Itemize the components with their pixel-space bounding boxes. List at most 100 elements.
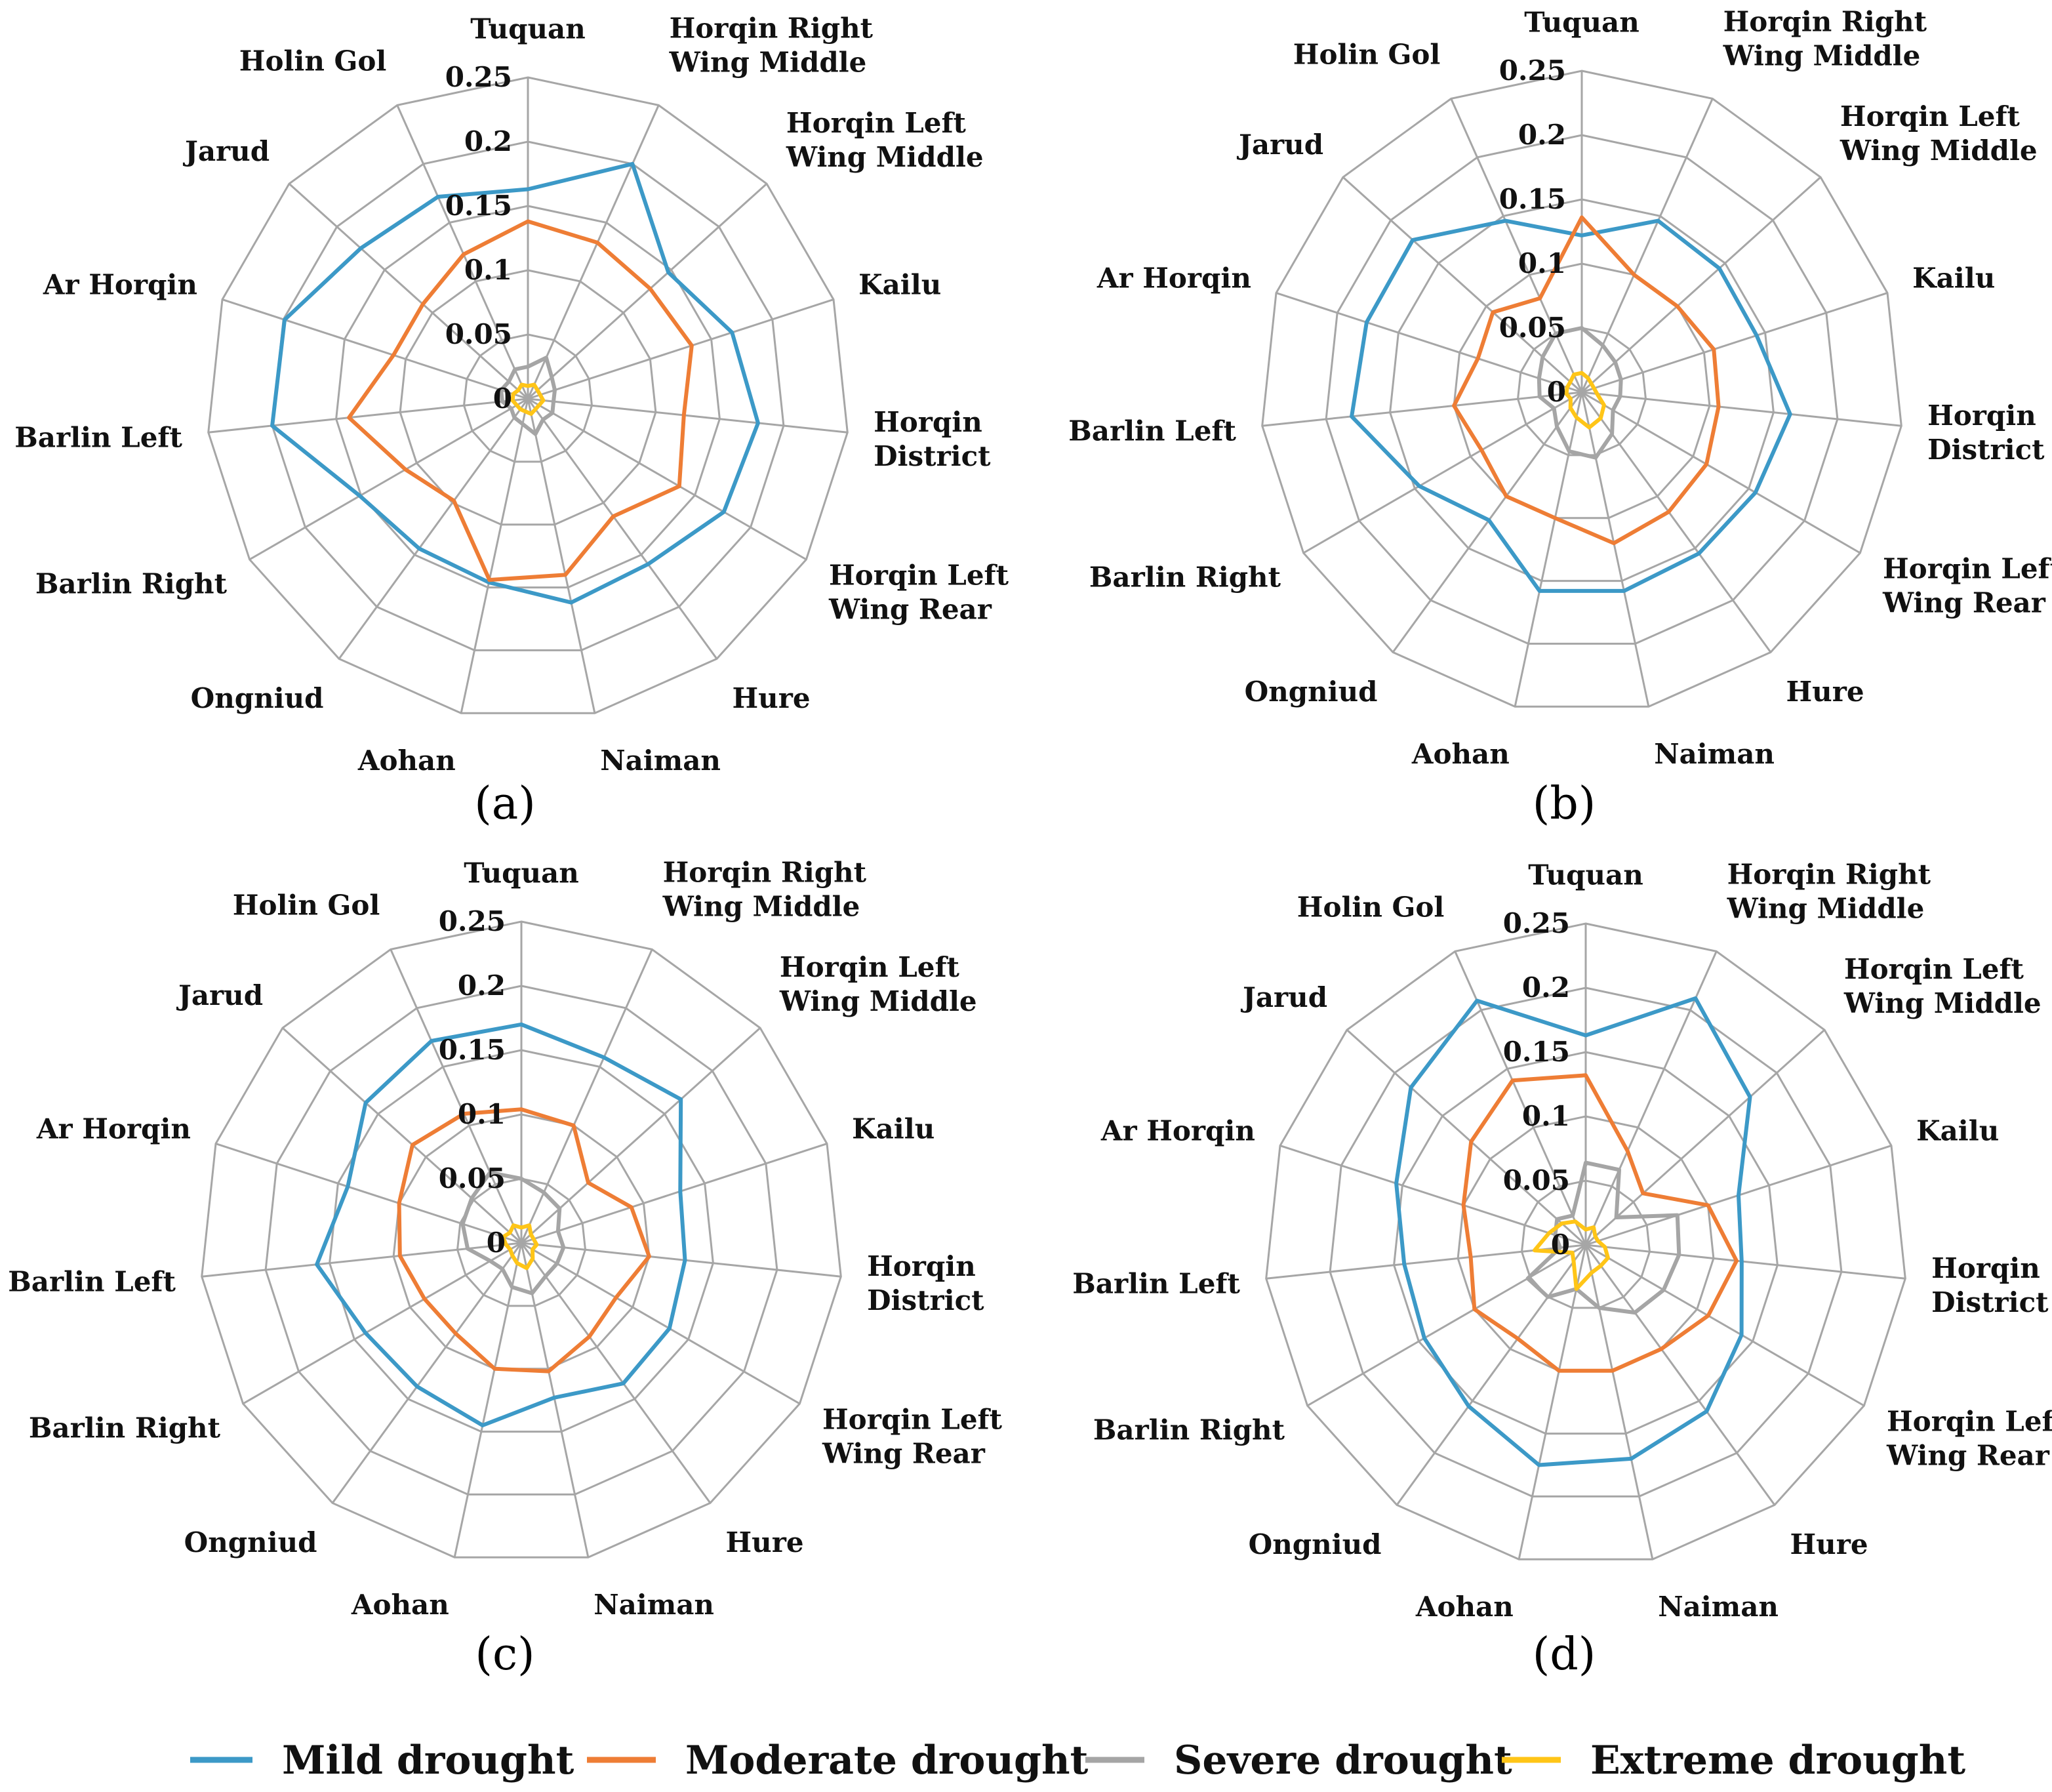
category-label-ar-horqin: Ar Horqin	[1100, 1114, 1255, 1147]
category-label-horqin-district: Horqin District	[1927, 399, 2045, 466]
grid-spoke	[527, 397, 848, 434]
grid-ring	[201, 920, 842, 1558]
grid-spoke	[331, 1242, 523, 1504]
grid-ring	[207, 76, 849, 714]
grid-ring	[271, 140, 785, 651]
grid-spoke	[1584, 1244, 1776, 1506]
legend-label: Severe drought	[1174, 1738, 1512, 1783]
grid-spoke	[1450, 98, 1583, 393]
r-tick-label: 0.15	[445, 190, 512, 222]
category-label-horqin-right-wing-middle: Horqin Right Wing Middle	[1723, 6, 1927, 72]
category-label-jarud: Jarud	[1240, 981, 1327, 1013]
r-tick-label: 0.1	[458, 1098, 506, 1130]
category-label-aohan: Aohan	[1411, 738, 1510, 770]
series-line-mild-drought	[1350, 218, 1792, 593]
category-label-horqin-district: Horqin District	[1931, 1252, 2049, 1318]
r-tick-label: 0.05	[439, 1162, 506, 1194]
grid-spoke	[1580, 176, 1822, 394]
category-label-tuquan: Tuquan	[470, 13, 586, 45]
category-label-holin-gol: Holin Gol	[239, 45, 387, 77]
grid-spoke	[1580, 392, 1772, 653]
grid-spoke	[1518, 1244, 1587, 1560]
grid-spoke	[1580, 392, 1650, 707]
series-line-moderate-drought	[1461, 1073, 1739, 1373]
category-label-ar-horqin: Ar Horqin	[36, 1112, 191, 1145]
grid-spoke	[288, 182, 529, 400]
series-line-extreme-drought	[501, 1223, 539, 1271]
category-label-ongniud: Ongniud	[1249, 1528, 1382, 1560]
grid-spoke	[520, 1242, 590, 1558]
grid-spoke	[520, 1242, 712, 1504]
category-label-holin-gol: Holin Gol	[1293, 38, 1441, 70]
grid-spoke	[1584, 1028, 1826, 1246]
series-line-mild-drought	[270, 161, 760, 605]
category-label-aohan: Aohan	[357, 744, 456, 777]
grid-spoke	[521, 1143, 828, 1244]
radar-chart-c: 0 0.05 0.1 0.15 0.2 0.25 Tuquan Horqin Right Win…	[8, 857, 1002, 1680]
r-tick-label: 0.2	[1518, 119, 1566, 151]
grid-spoke	[1584, 950, 1718, 1246]
grid-spoke	[1584, 1244, 1654, 1560]
grid-spoke	[527, 182, 768, 400]
r-tick-label: 0.2	[458, 969, 506, 1002]
grid-spoke	[1580, 98, 1714, 393]
grid-spoke	[1266, 1244, 1586, 1280]
grid-spoke	[208, 397, 529, 434]
category-label-horqin-left-wing-rear: Horqin Left Wing Rear	[822, 1404, 1003, 1470]
r-tick-label: 0.25	[439, 905, 506, 937]
grid-spoke	[1581, 391, 1902, 427]
grid-spoke	[1392, 392, 1583, 653]
r-tick-label: 0.25	[1503, 907, 1570, 939]
grid-ring	[335, 205, 721, 589]
r-tick-label: 0.1	[1518, 247, 1566, 279]
r-tick-label: 0.25	[445, 61, 512, 93]
grid-ring	[1261, 70, 1902, 708]
category-label-horqin-left-wing-rear: Horqin Left Wing Rear	[1886, 1406, 2052, 1472]
series-line-severe-drought	[460, 1170, 566, 1295]
radar-chart-a: 0 0.05 0.1 0.15 0.2 0.25 Tuquan Horqin Right Win…	[14, 12, 1009, 830]
grid-spoke	[249, 397, 529, 561]
category-label-ongniud: Ongniud	[191, 682, 324, 714]
grid-spoke	[215, 1143, 522, 1244]
r-tick-label: 0.15	[1503, 1036, 1570, 1068]
category-label-ar-horqin: Ar Horqin	[43, 268, 197, 300]
grid-spoke	[1262, 391, 1582, 427]
radar-chart-d: 0 0.05 0.1 0.15 0.2 0.25 Tuquan Horqin Right Win…	[1072, 859, 2052, 1680]
category-label-barlin-left: Barlin Left	[8, 1266, 176, 1298]
series-line-moderate-drought	[1452, 215, 1721, 546]
r-tick-label: 0.1	[464, 254, 512, 286]
grid-spoke	[1306, 1244, 1586, 1407]
category-label-jarud: Jarud	[1236, 129, 1323, 161]
series-line-extreme-drought	[1533, 1219, 1610, 1292]
grid-spoke	[453, 1242, 523, 1558]
category-label-horqin-left-wing-rear: Horqin Left Wing Rear	[828, 560, 1009, 626]
category-label-holin-gol: Holin Gol	[1297, 891, 1445, 923]
grid-spoke	[527, 398, 596, 714]
legend-item-extreme-drought: Extreme drought	[1502, 1738, 1965, 1783]
category-label-holin-gol: Holin Gol	[233, 889, 380, 921]
category-label-horqin-left-wing-middle: Horqin Left Wing Middle	[1840, 100, 2038, 167]
series-line-severe-drought	[1537, 326, 1623, 460]
category-label-horqin-right-wing-middle: Horqin Right Wing Middle	[662, 857, 867, 923]
r-tick-label: 0.15	[439, 1034, 506, 1066]
grid-spoke	[396, 104, 529, 399]
series-line-extreme-drought	[1564, 371, 1606, 430]
legend-item-moderate-drought: Moderate drought	[587, 1738, 1089, 1783]
category-label-hure: Hure	[1790, 1528, 1868, 1560]
category-label-kailu: Kailu	[852, 1112, 935, 1145]
category-label-ar-horqin: Ar Horqin	[1096, 262, 1251, 294]
category-label-barlin-right: Barlin Right	[1093, 1414, 1285, 1446]
grid-ring	[1389, 198, 1775, 582]
r-tick-label: 0.15	[1499, 183, 1566, 215]
grid-spoke	[222, 298, 529, 400]
category-label-horqin-left-wing-middle: Horqin Left Wing Middle	[786, 107, 984, 173]
grid-ring	[329, 1049, 714, 1433]
legend-label: Extreme drought	[1590, 1738, 1965, 1783]
category-label-tuquan: Tuquan	[464, 857, 579, 889]
radar-panels: 0 0.05 0.1 0.15 0.2 0.25 Tuquan Horqin Right Win…	[8, 6, 2052, 1680]
grid-spoke	[460, 398, 529, 714]
grid-spoke	[1276, 292, 1582, 394]
category-label-horqin-left-wing-middle: Horqin Left Wing Middle	[1843, 953, 2042, 1019]
r-tick-label: 0.05	[445, 318, 512, 350]
series-line-severe-drought	[499, 356, 557, 436]
